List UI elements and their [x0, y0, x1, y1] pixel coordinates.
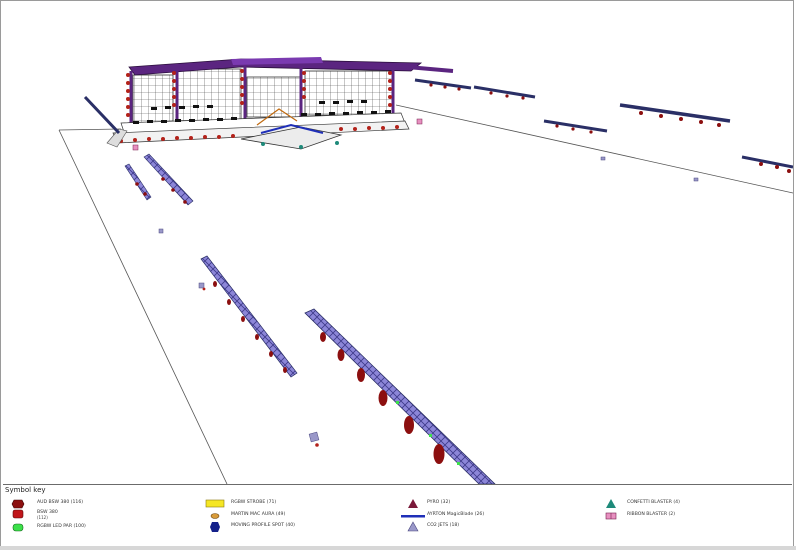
truss-mid[interactable]	[200, 255, 298, 378]
key-item-strobe: RGBW STROBE (71)	[205, 498, 385, 510]
confetti-blaster-icon	[606, 499, 616, 508]
key-label: RIBBON BLASTER (2)	[627, 512, 676, 517]
strobe-icon	[205, 499, 225, 508]
co2-jets[interactable]	[158, 156, 699, 443]
aud-bsw-icon	[11, 499, 25, 509]
key-item-aud-bsw: AUD BSW 380 (116)	[11, 498, 191, 510]
symbol-key-panel: Symbol key AUD BSW 380 (116) BSW 380 (11…	[3, 484, 792, 546]
key-label: MARTIN MAC AURA (49)	[231, 512, 286, 517]
stage-structure[interactable]	[106, 57, 454, 151]
symbol-key-title: Symbol key	[5, 486, 46, 494]
floor-outline	[58, 104, 793, 484]
key-item-confetti-blaster: CONFETTI BLASTER (4)	[601, 498, 781, 510]
magicblade-icon	[401, 515, 425, 518]
key-item-magicblade: AYRTON MagicBlade (26)	[401, 510, 581, 522]
key-label: AUD BSW 380 (116)	[37, 500, 84, 505]
key-item-bsw-380: BSW 380 (112)	[11, 508, 191, 520]
key-label: AYRTON MagicBlade (26)	[427, 512, 485, 517]
key-item-led-par: RGBW LED PAR (100)	[11, 522, 191, 534]
key-label: MOVING PROFILE SPOT (40)	[231, 523, 295, 528]
key-item-co2-jets: CO2 JETS (18)	[401, 521, 581, 533]
key-label: CONFETTI BLASTER (4)	[627, 500, 680, 505]
mac-aura-icon	[210, 513, 220, 519]
key-item-mac-aura: MARTIN MAC AURA (49)	[205, 510, 385, 522]
bsw-380-icon	[12, 509, 24, 519]
key-item-profile-spot: MOVING PROFILE SPOT (40)	[205, 521, 385, 533]
ribbon-blaster-icon	[605, 512, 617, 520]
key-label: RGBW LED PAR (100)	[37, 524, 86, 529]
key-item-ribbon-blaster: RIBBON BLASTER (2)	[601, 510, 781, 522]
truss-left-pair[interactable]	[124, 153, 194, 206]
key-label: CO2 JETS (18)	[427, 523, 460, 528]
key-label: PYRO (32)	[427, 500, 451, 505]
key-label: BSW 380	[37, 510, 58, 515]
truss-far-right[interactable]	[83, 78, 793, 173]
key-sublabel: (112)	[37, 515, 48, 520]
stage-3d-viewport[interactable]	[1, 1, 793, 484]
co2-jet-icon	[407, 521, 419, 532]
key-item-pyro: PYRO (32)	[401, 498, 581, 510]
key-label: RGBW STROBE (71)	[231, 500, 277, 505]
truss-near[interactable]	[304, 308, 496, 484]
status-strip	[0, 546, 796, 550]
pyro-icon	[408, 499, 418, 508]
led-par-icon	[12, 523, 24, 532]
profile-spot-icon	[210, 522, 220, 532]
